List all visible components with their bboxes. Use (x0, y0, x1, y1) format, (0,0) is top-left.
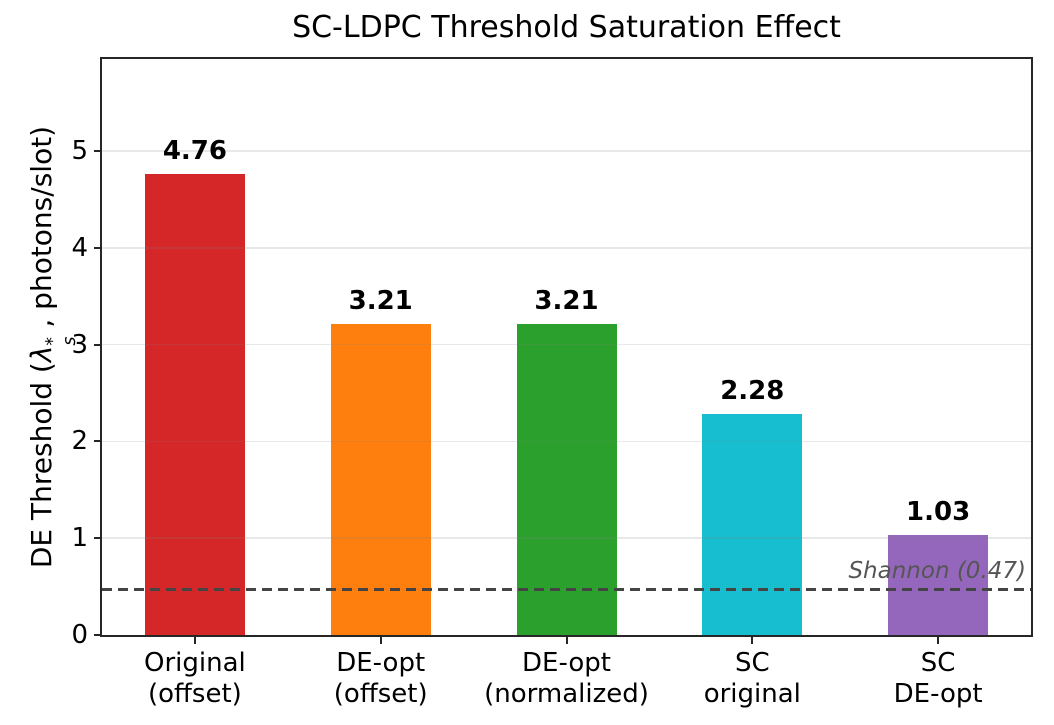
x-tick-label: SC original (659, 648, 845, 710)
shannon-limit-label: Shannon (0.47) (848, 558, 1026, 584)
bar-value-label: 2.28 (720, 376, 785, 407)
gridline (102, 343, 1031, 346)
y-tick-label: 2 (71, 426, 88, 457)
y-tick-label: 3 (71, 329, 88, 360)
x-tick-label: Original (offset) (102, 648, 288, 710)
bar-value-label: 1.03 (906, 497, 971, 528)
chart-title: SC-LDPC Threshold Saturation Effect (292, 10, 841, 45)
x-tick-label-line: (offset) (147, 679, 242, 709)
gridline (102, 440, 1031, 443)
x-tick-mark (379, 637, 382, 644)
y-tick-mark (94, 440, 102, 443)
y-tick-mark (94, 634, 102, 636)
x-tick-label: DE-opt (offset) (288, 648, 474, 710)
y-tick-label: 5 (71, 135, 88, 166)
x-tick-mark (937, 637, 940, 644)
bar (888, 535, 989, 635)
bar-value-label: 4.76 (162, 136, 227, 167)
y-tick-mark (94, 537, 102, 540)
y-tick-mark (94, 343, 102, 346)
y-tick-label: 0 (71, 620, 88, 650)
y-tick-label: 4 (71, 232, 88, 263)
x-tick-mark (193, 637, 196, 644)
bar-value-label: 3.21 (534, 286, 599, 317)
bar-value-label: 3.21 (348, 286, 413, 317)
y-tick-label: 1 (71, 523, 88, 554)
x-tick-label-line: (normalized) (484, 679, 649, 709)
x-tick-label-line: DE-opt (522, 648, 611, 678)
x-tick-label: SC DE-opt (845, 648, 1031, 710)
gridline (102, 247, 1031, 249)
x-tick-label-line: SC (920, 648, 956, 678)
x-tick-label-line: DE-opt (336, 648, 426, 678)
shannon-limit-line (102, 588, 1031, 591)
y-tick-mark (94, 149, 102, 152)
bar (330, 324, 431, 635)
x-tick-label-line: (offset) (333, 679, 428, 709)
x-tick-label-line: DE-opt (893, 679, 983, 709)
x-tick-mark (565, 637, 568, 644)
x-tick-label: DE-opt (normalized) (474, 648, 660, 710)
x-tick-label-line: Original (144, 648, 246, 678)
x-tick-label-line: SC (734, 648, 770, 678)
bar (702, 414, 803, 635)
x-tick-mark (751, 637, 754, 644)
y-tick-mark (94, 246, 102, 249)
bar (144, 174, 245, 635)
gridline (102, 150, 1031, 152)
bar (516, 324, 617, 635)
x-tick-label-line: original (703, 679, 801, 709)
gridline (102, 537, 1031, 539)
